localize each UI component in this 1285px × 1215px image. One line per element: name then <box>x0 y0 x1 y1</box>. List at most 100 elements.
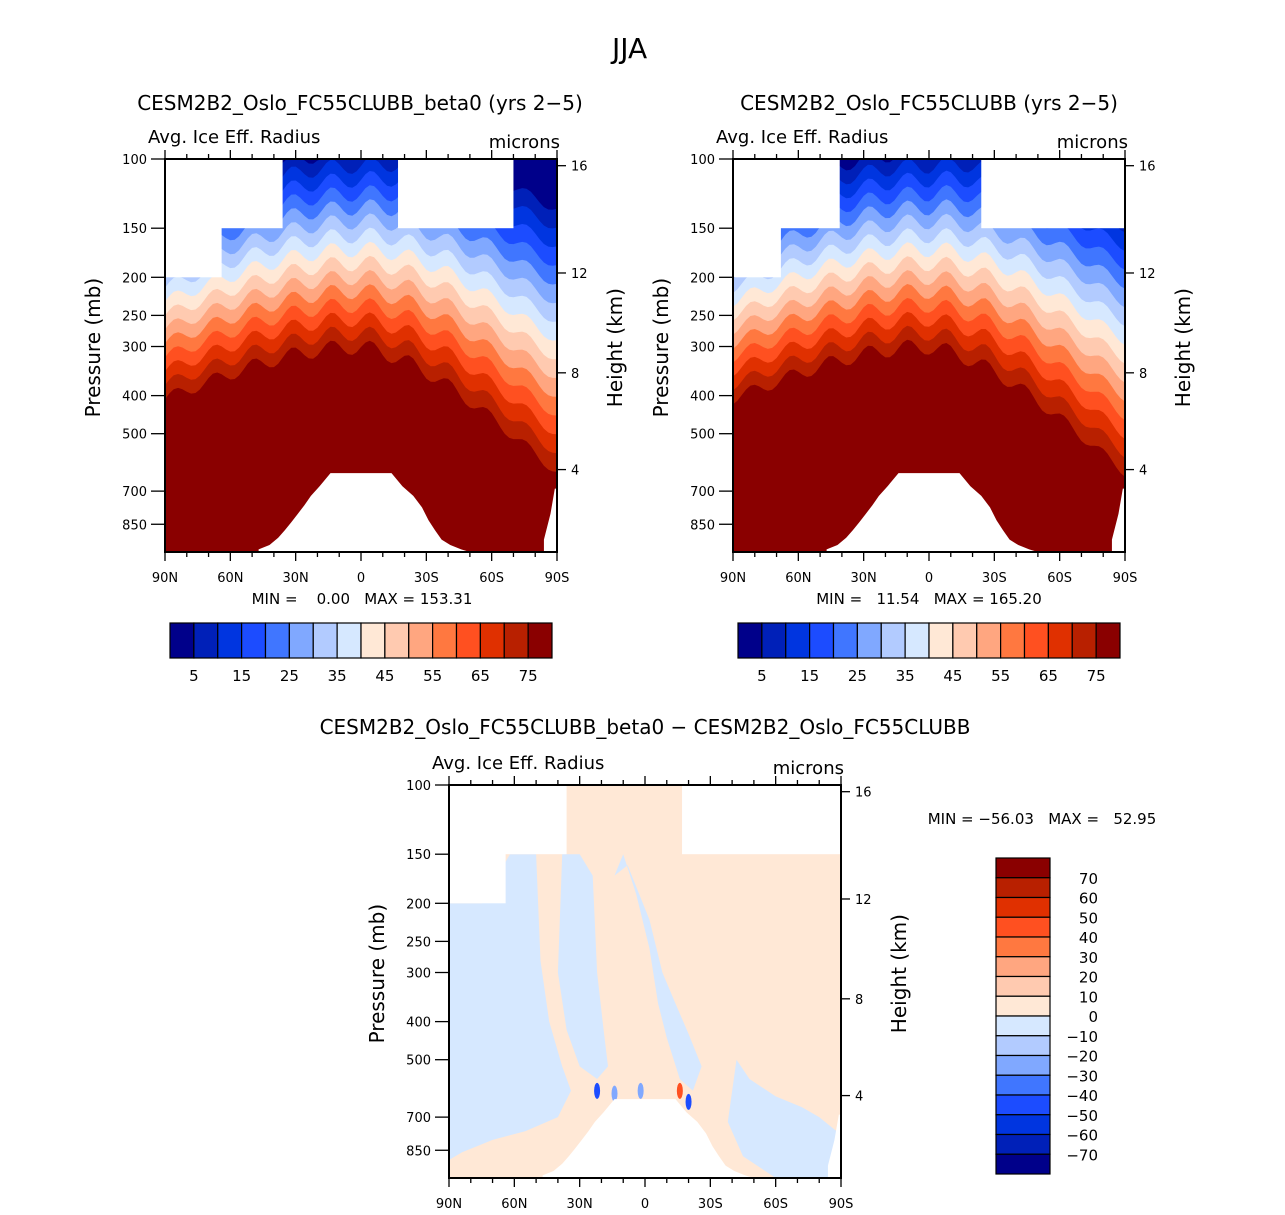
colorbar-label: 65 <box>1039 667 1058 685</box>
y-tick-label: 500 <box>690 428 715 443</box>
y-tick-label: 300 <box>406 967 431 982</box>
y-tick-label: 250 <box>406 935 431 950</box>
colorbar-label: 45 <box>375 667 394 685</box>
colorbar-box <box>809 622 835 659</box>
colorbar-box <box>336 622 362 659</box>
colorbar-label: 30 <box>1079 949 1098 967</box>
colorbar-label: 25 <box>848 667 867 685</box>
panel-2: 90N 60N 30N 0 30S 60S 90S 100 150 200 250 300 400 500… <box>649 91 1195 685</box>
colorbar-box <box>995 896 1051 918</box>
colorbar-box <box>995 857 1051 879</box>
y-tick-label: 150 <box>122 222 147 237</box>
contour-spot <box>676 1082 683 1099</box>
x-tick-label: 90N <box>720 571 746 586</box>
x-tick-label: 60N <box>217 571 243 586</box>
x-tick-label: 60N <box>785 571 811 586</box>
colorbar-label: 45 <box>943 667 962 685</box>
y-tick-label: 100 <box>122 153 147 168</box>
y-tick-label: 150 <box>690 222 715 237</box>
colorbar-label: 55 <box>991 667 1010 685</box>
colorbar-label: 25 <box>280 667 299 685</box>
colorbar-label: −10 <box>1066 1028 1098 1046</box>
contour-fill-group <box>165 159 557 552</box>
colorbar-box <box>904 622 930 659</box>
colorbar-box <box>952 622 978 659</box>
y2-tick-label: 8 <box>571 367 579 382</box>
x-tick-label: 0 <box>925 571 933 586</box>
y-tick-label: 300 <box>122 341 147 356</box>
colorbar-label: −30 <box>1066 1067 1098 1085</box>
x-tick-label: 0 <box>641 1197 649 1212</box>
colorbar-box <box>527 622 553 659</box>
y-tick-label: 400 <box>122 390 147 405</box>
panel-1: 90N 60N 30N 0 30S 60S 90S 100 150 200 250 300 400 500… <box>81 91 627 685</box>
y-tick-label: 850 <box>406 1144 431 1159</box>
colorbar-box <box>995 1015 1051 1037</box>
colorbar-box <box>503 622 529 659</box>
missing-region <box>398 159 514 229</box>
y2-tick-label: 16 <box>571 160 588 175</box>
colorbar-label: 75 <box>519 667 538 685</box>
colorbar-box <box>432 622 458 659</box>
y-tick-label: 100 <box>690 153 715 168</box>
colorbar-label: 40 <box>1079 929 1098 947</box>
y-tick-label: 150 <box>406 848 431 863</box>
colorbar-box <box>264 622 290 659</box>
colorbar-box <box>785 622 811 659</box>
colorbar-label: 65 <box>471 667 490 685</box>
colorbar-box <box>832 622 858 659</box>
colorbar-box <box>241 622 267 659</box>
contour-spot <box>637 1082 644 1099</box>
contour-band-neg10-to-0 <box>614 854 702 1091</box>
y2-tick-label: 12 <box>1139 267 1156 282</box>
y2-tick-label: 16 <box>855 786 872 801</box>
contour-spot <box>685 1093 692 1110</box>
colorbar-box <box>995 995 1051 1017</box>
contour-spot <box>611 1085 618 1102</box>
x-tick-label: 30N <box>851 571 877 586</box>
y-tick-label: 100 <box>406 779 431 794</box>
colorbar-box <box>995 877 1051 899</box>
colorbar-box <box>995 956 1051 978</box>
y-tick-label: 850 <box>122 518 147 533</box>
y2-axis-label: Height (km) <box>1171 288 1195 407</box>
colorbar-box <box>737 622 763 659</box>
y-tick-label: 400 <box>690 390 715 405</box>
y-tick-label: 850 <box>690 518 715 533</box>
y-tick-label: 700 <box>690 485 715 500</box>
y-tick-label: 250 <box>122 309 147 324</box>
y2-tick-label: 8 <box>1139 367 1147 382</box>
y-axis-label: Pressure (mb) <box>365 904 389 1044</box>
colorbar-label: −40 <box>1066 1087 1098 1105</box>
topography-mask-antarctica <box>827 1114 841 1178</box>
y-tick-label: 200 <box>690 271 715 286</box>
y-tick-label: 500 <box>406 1054 431 1069</box>
colorbar-label: 5 <box>757 667 767 685</box>
y2-tick-label: 4 <box>571 464 579 479</box>
x-tick-label: 60S <box>479 571 504 586</box>
y-axis-label: Pressure (mb) <box>81 278 105 418</box>
y2-tick-label: 12 <box>571 267 588 282</box>
colorbar-box <box>1047 622 1073 659</box>
colorbar-label: 75 <box>1087 667 1106 685</box>
colorbar-box <box>384 622 410 659</box>
x-tick-label: 60S <box>1047 571 1072 586</box>
colorbar-box <box>995 1133 1051 1155</box>
colorbar-label: −50 <box>1066 1107 1098 1125</box>
x-tick-label: 90S <box>1113 571 1138 586</box>
colorbar-box <box>928 622 954 659</box>
missing-region <box>682 785 841 855</box>
contour-fill-group <box>449 785 841 1178</box>
colorbar-box <box>995 1035 1051 1057</box>
colorbar-box <box>408 622 434 659</box>
colorbar-box <box>1071 622 1097 659</box>
y2-axis-label: Height (km) <box>603 288 627 407</box>
colorbar-label: 35 <box>328 667 347 685</box>
colorbar-box <box>1000 622 1026 659</box>
y2-tick-label: 16 <box>1139 160 1156 175</box>
colorbar-box <box>217 622 243 659</box>
y-tick-label: 700 <box>122 485 147 500</box>
topography-mask-antarctica <box>543 488 557 552</box>
colorbar-box <box>995 1153 1051 1175</box>
